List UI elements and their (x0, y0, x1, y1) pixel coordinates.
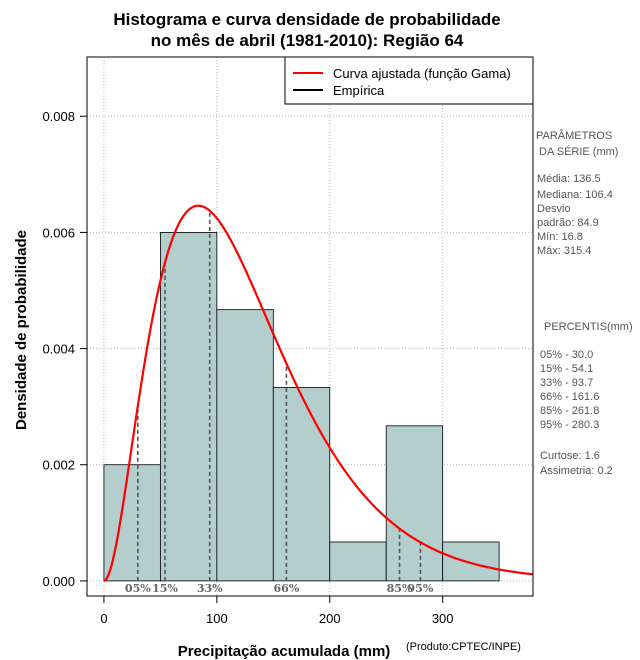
y-tick-label-4: 0.008 (42, 109, 75, 124)
y-tick-label-0: 0.000 (42, 574, 75, 589)
legend-label-fitted: Curva ajustada (função Gama) (333, 66, 511, 81)
y-tick-label-3: 0.006 (42, 225, 75, 240)
legend-box (284, 56, 534, 105)
percentile-05: 05% - 30.0 (540, 349, 593, 361)
chart-title-line-1: Histograma e curva densidade de probabil… (113, 10, 500, 29)
x-tick-label-1: 100 (206, 611, 228, 626)
params-title-1: PARÂMETROS (536, 129, 612, 142)
histogram-bar-2 (216, 309, 274, 582)
chart-title-line-2: no mês de abril (1981-2010): Região 64 (151, 31, 464, 50)
legend-label-empirical: Empírica (333, 83, 385, 98)
percentile-95: 95% - 280.3 (540, 419, 599, 431)
param-media: Média: 136.5 (537, 173, 601, 185)
percentile-lines (137, 210, 422, 581)
percentis-title: PERCENTIS(mm) (544, 321, 633, 333)
param-desvio-2: padrão: 84.9 (537, 217, 599, 229)
x-axis: 0 100 200 300 (100, 595, 454, 626)
percentiles-panel: PERCENTIS(mm) 05% - 30.0 15% - 54.1 33% … (540, 321, 633, 477)
y-tick-label-1: 0.002 (42, 458, 75, 473)
param-min: Mín: 16.8 (537, 231, 583, 243)
legend: Curva ajustada (função Gama) Empírica (284, 56, 534, 105)
x-axis-title: Precipitação acumulada (mm) (178, 643, 391, 660)
histogram-bar-5 (385, 425, 444, 582)
histogram-bars (103, 232, 500, 582)
percentile-label-4: 85% (387, 582, 413, 595)
credit-text: (Produto:CPTEC/INPE) (406, 641, 521, 653)
x-tick-label-0: 0 (100, 611, 107, 626)
percentile-label-1: 15% (152, 582, 178, 595)
gamma-fitted-curve (103, 204, 534, 582)
percentile-label-0: 05% (125, 582, 151, 595)
percentile-labels: 05% 15% 33% 66% 85%95% (125, 582, 434, 595)
histogram-bar-4 (329, 541, 387, 582)
param-max: Máx: 315.4 (537, 245, 591, 257)
x-tick-label-2: 200 (319, 611, 341, 626)
percentile-label-2: 33% (197, 582, 223, 595)
params-title-2: DA SÉRIE (mm) (539, 145, 618, 158)
percentile-33: 33% - 93.7 (540, 377, 593, 389)
y-axis: 0.000 0.002 0.004 0.006 0.008 (42, 109, 88, 589)
y-axis-title: Densidade de probabilidade (13, 230, 30, 430)
curtose: Curtose: 1.6 (540, 450, 600, 462)
percentile-15: 15% - 54.1 (540, 363, 593, 375)
y-tick-label-2: 0.004 (42, 342, 75, 357)
param-mediana: Mediana: 106.4 (537, 189, 613, 201)
histogram-bar-1 (159, 232, 218, 582)
percentile-85: 85% - 261.8 (540, 405, 599, 417)
percentile-label-3: 66% (274, 582, 300, 595)
percentile-66: 66% - 161.6 (540, 391, 599, 403)
percentile-label-5: 95% (408, 582, 434, 595)
param-desvio-1: Desvio (537, 203, 571, 215)
series-parameters-panel: PARÂMETROS DA SÉRIE (mm) Média: 136.5 Me… (536, 129, 618, 257)
x-tick-label-3: 300 (432, 611, 454, 626)
histogram-bar-3 (272, 387, 331, 582)
histogram-bar-6 (442, 541, 500, 582)
assimetria: Assimetria: 0.2 (540, 465, 613, 477)
